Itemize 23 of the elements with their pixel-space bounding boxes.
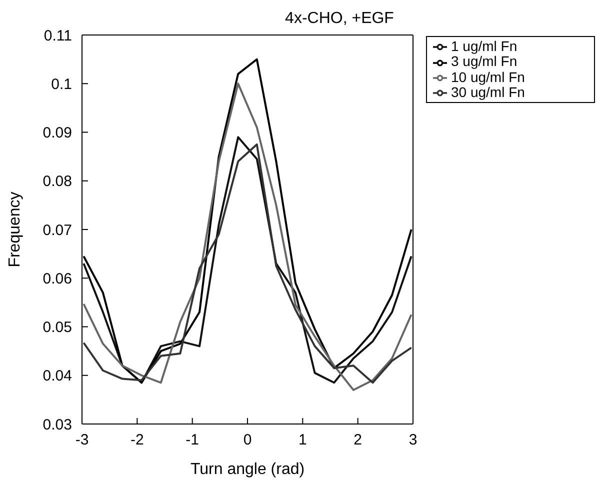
x-tick-label: -1	[186, 432, 200, 449]
y-tick-label: 0.09	[42, 124, 72, 142]
x-tick-label: 2	[354, 432, 362, 449]
legend-label: 30 ug/ml Fn	[451, 84, 525, 100]
x-tick-label: 0	[243, 432, 252, 449]
y-tick-label: 0.05	[42, 319, 72, 336]
x-tick-label: -2	[130, 432, 144, 449]
y-tick-label: 0.07	[42, 222, 72, 239]
y-tick-label: 0.04	[42, 368, 72, 385]
legend-label: 1 ug/ml Fn	[451, 38, 518, 54]
y-tick-label: 0.06	[42, 270, 72, 288]
y-tick-label: 0.11	[44, 27, 72, 44]
y-tick-label: 0.1	[51, 76, 72, 93]
chart-title: 4x-CHO, +EGF	[284, 10, 395, 28]
legend-label: 3 ug/ml Fn	[451, 53, 518, 70]
x-tick-label: 1	[298, 432, 307, 449]
y-axis-title: Frequency	[6, 192, 24, 268]
legend-label: 10 ug/ml Fn	[451, 68, 525, 85]
x-tick-label: -3	[75, 432, 89, 449]
y-tick-label: 0.08	[42, 173, 72, 190]
y-tick-label: 0.03	[42, 416, 72, 434]
x-tick-label: 3	[408, 432, 418, 449]
x-axis-title: Turn angle (rad)	[190, 461, 305, 478]
